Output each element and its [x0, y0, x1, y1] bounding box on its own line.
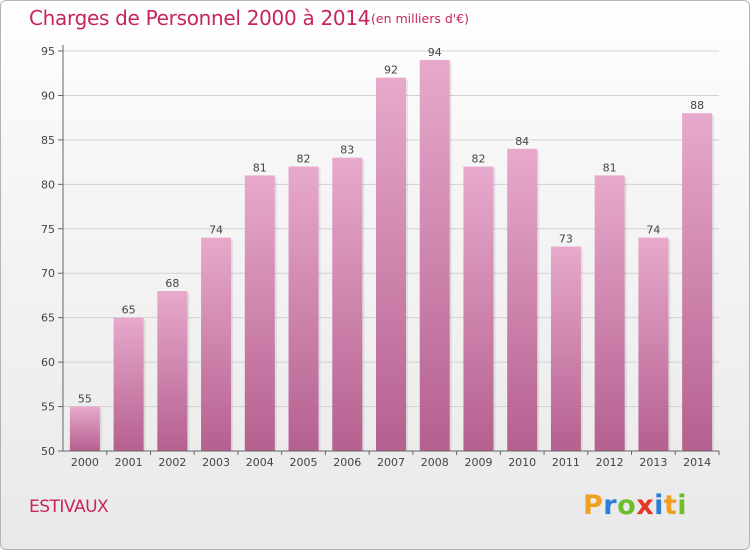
- axis-layer: 50 55 60 65 70 75 80 85 90 95 2000 2001 2002 2003 2004…: [41, 45, 720, 469]
- bar-2009: [463, 166, 494, 452]
- bar-2001: [113, 317, 144, 451]
- bar-2010: [507, 148, 538, 451]
- bar-2013: [638, 237, 669, 451]
- bar-2005: [288, 166, 319, 452]
- value-label: 65: [122, 304, 136, 317]
- y-tick-label: 90: [41, 89, 55, 102]
- x-tick-label: 2011: [552, 456, 580, 469]
- x-tick-label: 2009: [464, 456, 492, 469]
- x-tick-label: 2014: [683, 456, 711, 469]
- y-tick-label: 55: [41, 401, 55, 414]
- y-tick-label: 75: [41, 223, 55, 236]
- x-tick-label: 2005: [290, 456, 318, 469]
- value-label: 55: [78, 393, 92, 406]
- commune-name: ESTIVAUX: [29, 497, 109, 517]
- y-tick-label: 85: [41, 134, 55, 147]
- x-tick-label: 2006: [333, 456, 361, 469]
- bar-2012: [594, 175, 625, 451]
- chart-subtitle: (en milliers d'€): [371, 11, 470, 26]
- x-tick-label: 2002: [158, 456, 186, 469]
- proxiti-logo[interactable]: Proxiti: [583, 490, 688, 521]
- value-label: 84: [515, 135, 529, 148]
- value-label: 81: [603, 161, 617, 174]
- value-label: 81: [253, 161, 267, 174]
- value-label: 68: [165, 277, 179, 290]
- x-tick-label: 2008: [421, 456, 449, 469]
- x-tick-label: 2001: [115, 456, 143, 469]
- x-tick-label: 2012: [596, 456, 624, 469]
- bar-2011: [550, 246, 581, 451]
- bar-layer: 55 65 68 74 81 82 83 92 94 82 84 73 81 74 88: [69, 46, 715, 452]
- value-label: 92: [384, 64, 398, 77]
- chart-title: Charges de Personnel 2000 à 2014: [29, 6, 371, 30]
- y-tick-label: 65: [41, 312, 55, 325]
- value-label: 94: [428, 46, 442, 59]
- y-tick-label: 70: [41, 267, 55, 280]
- value-label: 74: [646, 224, 660, 237]
- x-tick-label: 2003: [202, 456, 230, 469]
- x-tick-label: 2000: [71, 456, 99, 469]
- value-label: 74: [209, 224, 223, 237]
- x-tick-label: 2010: [508, 456, 536, 469]
- bar-2014: [682, 113, 713, 451]
- x-tick-label: 2004: [246, 456, 274, 469]
- y-tick-label: 50: [41, 445, 55, 458]
- bar-2000: [69, 406, 100, 451]
- bar-2008: [419, 59, 450, 452]
- bar-2002: [157, 291, 188, 451]
- bar-2004: [244, 175, 275, 451]
- x-tick-label: 2007: [377, 456, 405, 469]
- value-label: 82: [297, 153, 311, 166]
- bar-2007: [376, 77, 406, 452]
- x-tick-label: 2013: [639, 456, 667, 469]
- y-tick-label: 80: [41, 178, 55, 191]
- y-tick-label: 60: [41, 356, 55, 369]
- value-label: 82: [471, 153, 485, 166]
- y-tick-label: 95: [41, 45, 55, 58]
- bar-2006: [332, 157, 363, 451]
- value-label: 88: [690, 99, 704, 112]
- value-label: 83: [340, 144, 354, 157]
- value-label: 73: [559, 233, 573, 246]
- bar-2003: [201, 237, 232, 451]
